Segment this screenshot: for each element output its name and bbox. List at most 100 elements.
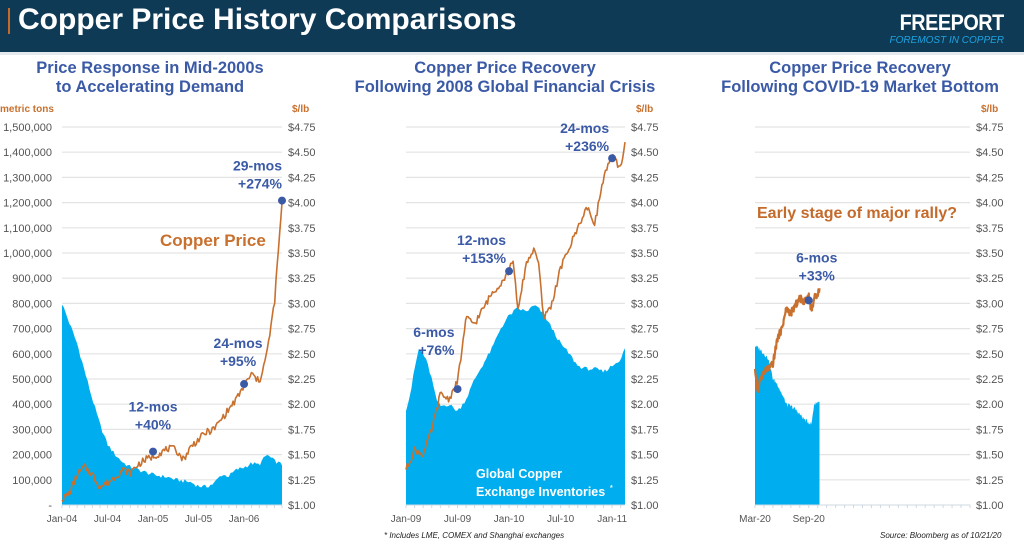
chart1-right-tick: $4.75 xyxy=(288,122,316,134)
chart2-x-tick: Jan-10 xyxy=(494,514,525,525)
chart3-right-tick: $4.75 xyxy=(976,122,1004,134)
chart3-title-line2: Following COVID-19 Market Bottom xyxy=(721,78,999,96)
chart3-right-tick: $3.50 xyxy=(976,248,1004,260)
chart1-right-tick: $2.25 xyxy=(288,374,316,386)
chart1-right-tick: $1.50 xyxy=(288,450,316,462)
chart2-annotation-marker xyxy=(608,154,617,163)
chart2-right-tick: $4.00 xyxy=(631,198,659,210)
chart3-annotation-marker xyxy=(804,296,813,305)
chart3-right-tick: $4.50 xyxy=(976,147,1004,159)
chart1-right-tick: $1.00 xyxy=(288,500,316,512)
chart1-right-tick: $4.00 xyxy=(288,198,316,210)
chart1-right-tick: $3.50 xyxy=(288,248,316,260)
chart3-right-axis-label: $/lb xyxy=(981,104,998,115)
chart2-annotation-marker xyxy=(453,385,462,394)
chart1-right-tick: $2.50 xyxy=(288,349,316,361)
chart1-left-tick: 700,000 xyxy=(12,324,52,336)
inventories-series-label-line2: Exchange Inventories xyxy=(476,485,605,499)
header-accent-line xyxy=(8,8,10,34)
chart3-inventory-area xyxy=(755,345,820,505)
chart1-title-line2: to Accelerating Demand xyxy=(55,78,245,96)
chart1-annotation-period: 24-mos xyxy=(214,335,263,351)
chart1-left-tick: 400,000 xyxy=(12,399,52,411)
chart3-right-tick: $2.50 xyxy=(976,349,1004,361)
chart3-x-tick: Sep-20 xyxy=(793,514,826,525)
chart1-annotation-change: +95% xyxy=(220,353,257,369)
chart1-inventory-area xyxy=(62,304,282,505)
chart2-right-tick: $2.75 xyxy=(631,324,659,336)
chart1-left-axis-label: metric tons xyxy=(0,104,54,115)
chart2-right-axis-label: $/lb xyxy=(636,104,653,115)
chart1-annotation-period: 29-mos xyxy=(233,158,282,174)
chart3-right-tick: $2.25 xyxy=(976,374,1004,386)
chart3-x-tick: Mar-20 xyxy=(739,514,771,525)
chart2-annotation-period: 24-mos xyxy=(560,120,609,136)
chart2-x-tick: Jan-11 xyxy=(597,514,627,525)
chart2-title-line2: Following 2008 Global Financial Crisis xyxy=(354,78,656,96)
chart2-right-tick: $1.75 xyxy=(631,424,659,436)
chart2-annotation-change: +153% xyxy=(462,250,507,266)
chart2-title: Copper Price Recovery Following 2008 Glo… xyxy=(330,59,680,97)
chart2-right-tick: $3.00 xyxy=(631,298,659,310)
chart3-annotation-period: 6-mos xyxy=(796,249,837,265)
chart3-annotation-change: +33% xyxy=(799,267,836,283)
chart3-right-tick: $3.75 xyxy=(976,223,1004,235)
chart1-left-tick: 900,000 xyxy=(12,273,52,285)
chart2-right-tick: $2.50 xyxy=(631,349,659,361)
chart1-title: Price Response in Mid-2000s to Accelerat… xyxy=(0,59,300,97)
chart1-right-tick: $2.00 xyxy=(288,399,316,411)
chart1-left-tick: 600,000 xyxy=(12,349,52,361)
chart1-right-axis-label: $/lb xyxy=(292,104,309,115)
inventories-asterisk: * xyxy=(610,485,613,492)
chart1-left-tick: 1,200,000 xyxy=(3,198,52,210)
chart1-right-tick: $4.25 xyxy=(288,172,316,184)
chart1-right-tick: $2.75 xyxy=(288,324,316,336)
chart1-left-tick: 800,000 xyxy=(12,298,52,310)
early-rally-annotation: Early stage of major rally? xyxy=(757,205,957,222)
chart1-x-tick: Jul-04 xyxy=(94,514,122,525)
chart2-annotation-period: 12-mos xyxy=(457,232,506,248)
chart1-right-tick: $1.75 xyxy=(288,424,316,436)
chart3-right-tick: $4.00 xyxy=(976,198,1004,210)
chart2-right-tick: $1.50 xyxy=(631,450,659,462)
chart1-left-tick: 300,000 xyxy=(12,424,52,436)
chart3-right-tick: $4.25 xyxy=(976,172,1004,184)
chart2-annotation-period: 6-mos xyxy=(413,324,454,340)
inventories-footnote: * Includes LME, COMEX and Shanghai excha… xyxy=(384,531,565,540)
chart1-right-tick: $3.25 xyxy=(288,273,316,285)
chart3-right-tick: $2.75 xyxy=(976,324,1004,336)
chart2-price-line xyxy=(405,141,626,470)
freeport-logo: FREEPORT xyxy=(899,10,1005,35)
chart1-left-tick: 1,400,000 xyxy=(3,147,52,159)
chart3-right-tick: $2.00 xyxy=(976,399,1004,411)
chart1-annotation-period: 12-mos xyxy=(129,399,178,415)
chart2-annotation-marker xyxy=(505,267,514,276)
chart3-right-tick: $1.25 xyxy=(976,475,1004,487)
chart1-right-tick: $1.25 xyxy=(288,475,316,487)
chart1-x-tick: Jan-05 xyxy=(138,514,169,525)
chart2-annotation-change: +76% xyxy=(418,342,455,358)
chart2-right-tick: $4.25 xyxy=(631,172,659,184)
chart1-left-tick: 1,500,000 xyxy=(3,122,52,134)
chart1-title-line1: Price Response in Mid-2000s xyxy=(36,59,264,77)
chart1-left-tick: 200,000 xyxy=(12,450,52,462)
chart1-right-tick: $4.50 xyxy=(288,147,316,159)
chart2-right-tick: $1.25 xyxy=(631,475,659,487)
source-footnote: Source: Bloomberg as of 10/21/20 xyxy=(880,531,1002,540)
chart2-right-tick: $3.75 xyxy=(631,223,659,235)
chart1-left-tick: 1,300,000 xyxy=(3,172,52,184)
chart2-right-tick: $4.75 xyxy=(631,122,659,134)
page-title: Copper Price History Comparisons xyxy=(18,3,517,36)
chart3-right-tick: $1.50 xyxy=(976,450,1004,462)
chart2-right-tick: $4.50 xyxy=(631,147,659,159)
chart3-title-line1: Copper Price Recovery xyxy=(769,59,951,77)
chart1-left-tick: 1,000,000 xyxy=(3,248,52,260)
inventories-series-label-line1: Global Copper xyxy=(476,467,562,481)
chart2-right-tick: $3.25 xyxy=(631,273,659,285)
chart2-x-tick: Jul-09 xyxy=(444,514,472,525)
chart1-annotation-change: +40% xyxy=(135,417,172,433)
chart1-right-tick: $3.00 xyxy=(288,298,316,310)
chart3-right-tick: $1.75 xyxy=(976,424,1004,436)
chart2-x-tick: Jan-09 xyxy=(391,514,422,525)
chart1-x-tick: Jul-05 xyxy=(185,514,213,525)
